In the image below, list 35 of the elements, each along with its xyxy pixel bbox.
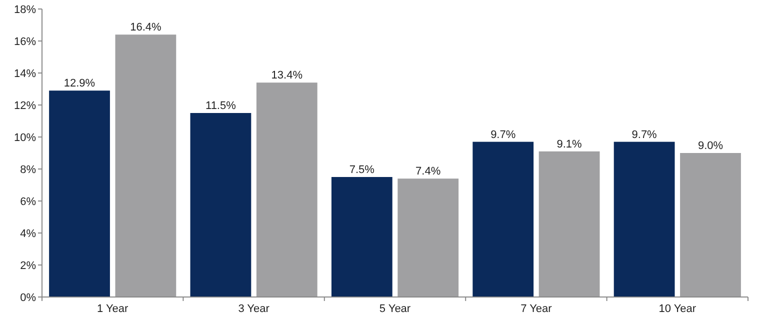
y-tick-label: 8% [20,164,36,176]
data-label: 11.5% [206,100,236,112]
data-label: 13.4% [271,70,303,82]
bar [398,178,459,297]
data-label: 7.5% [349,164,375,176]
bar [256,82,318,297]
bar [115,34,176,297]
bar [331,177,392,297]
y-tick-label: 0% [20,292,36,304]
x-tick-label: 5 Year [379,303,411,315]
y-tick-label: 12% [14,100,36,112]
bar [538,151,600,297]
data-label: 16.4% [130,22,162,34]
bar [49,90,110,297]
x-tick-label: 7 Year [520,303,552,315]
y-tick-label: 4% [20,228,36,240]
bar [472,142,534,297]
y-tick-label: 2% [20,260,36,272]
y-tick-label: 14% [14,68,36,80]
bar [614,142,675,297]
bar [680,153,741,297]
data-label: 7.4% [416,166,441,178]
bar [190,113,252,297]
y-tick-label: 10% [14,132,36,144]
data-label: 12.9% [64,78,96,90]
data-label: 9.1% [556,138,582,150]
y-tick-label: 6% [20,196,36,208]
y-tick-label: 18% [14,4,36,16]
y-tick-label: 16% [14,36,36,48]
data-label: 9.7% [632,128,658,141]
x-tick-label: 3 Year [238,303,270,315]
data-label: 9.7% [490,128,516,141]
x-tick-label: 1 Year [97,303,129,315]
data-label: 9.0% [698,140,724,152]
x-tick-label: 10 Year [658,303,696,315]
